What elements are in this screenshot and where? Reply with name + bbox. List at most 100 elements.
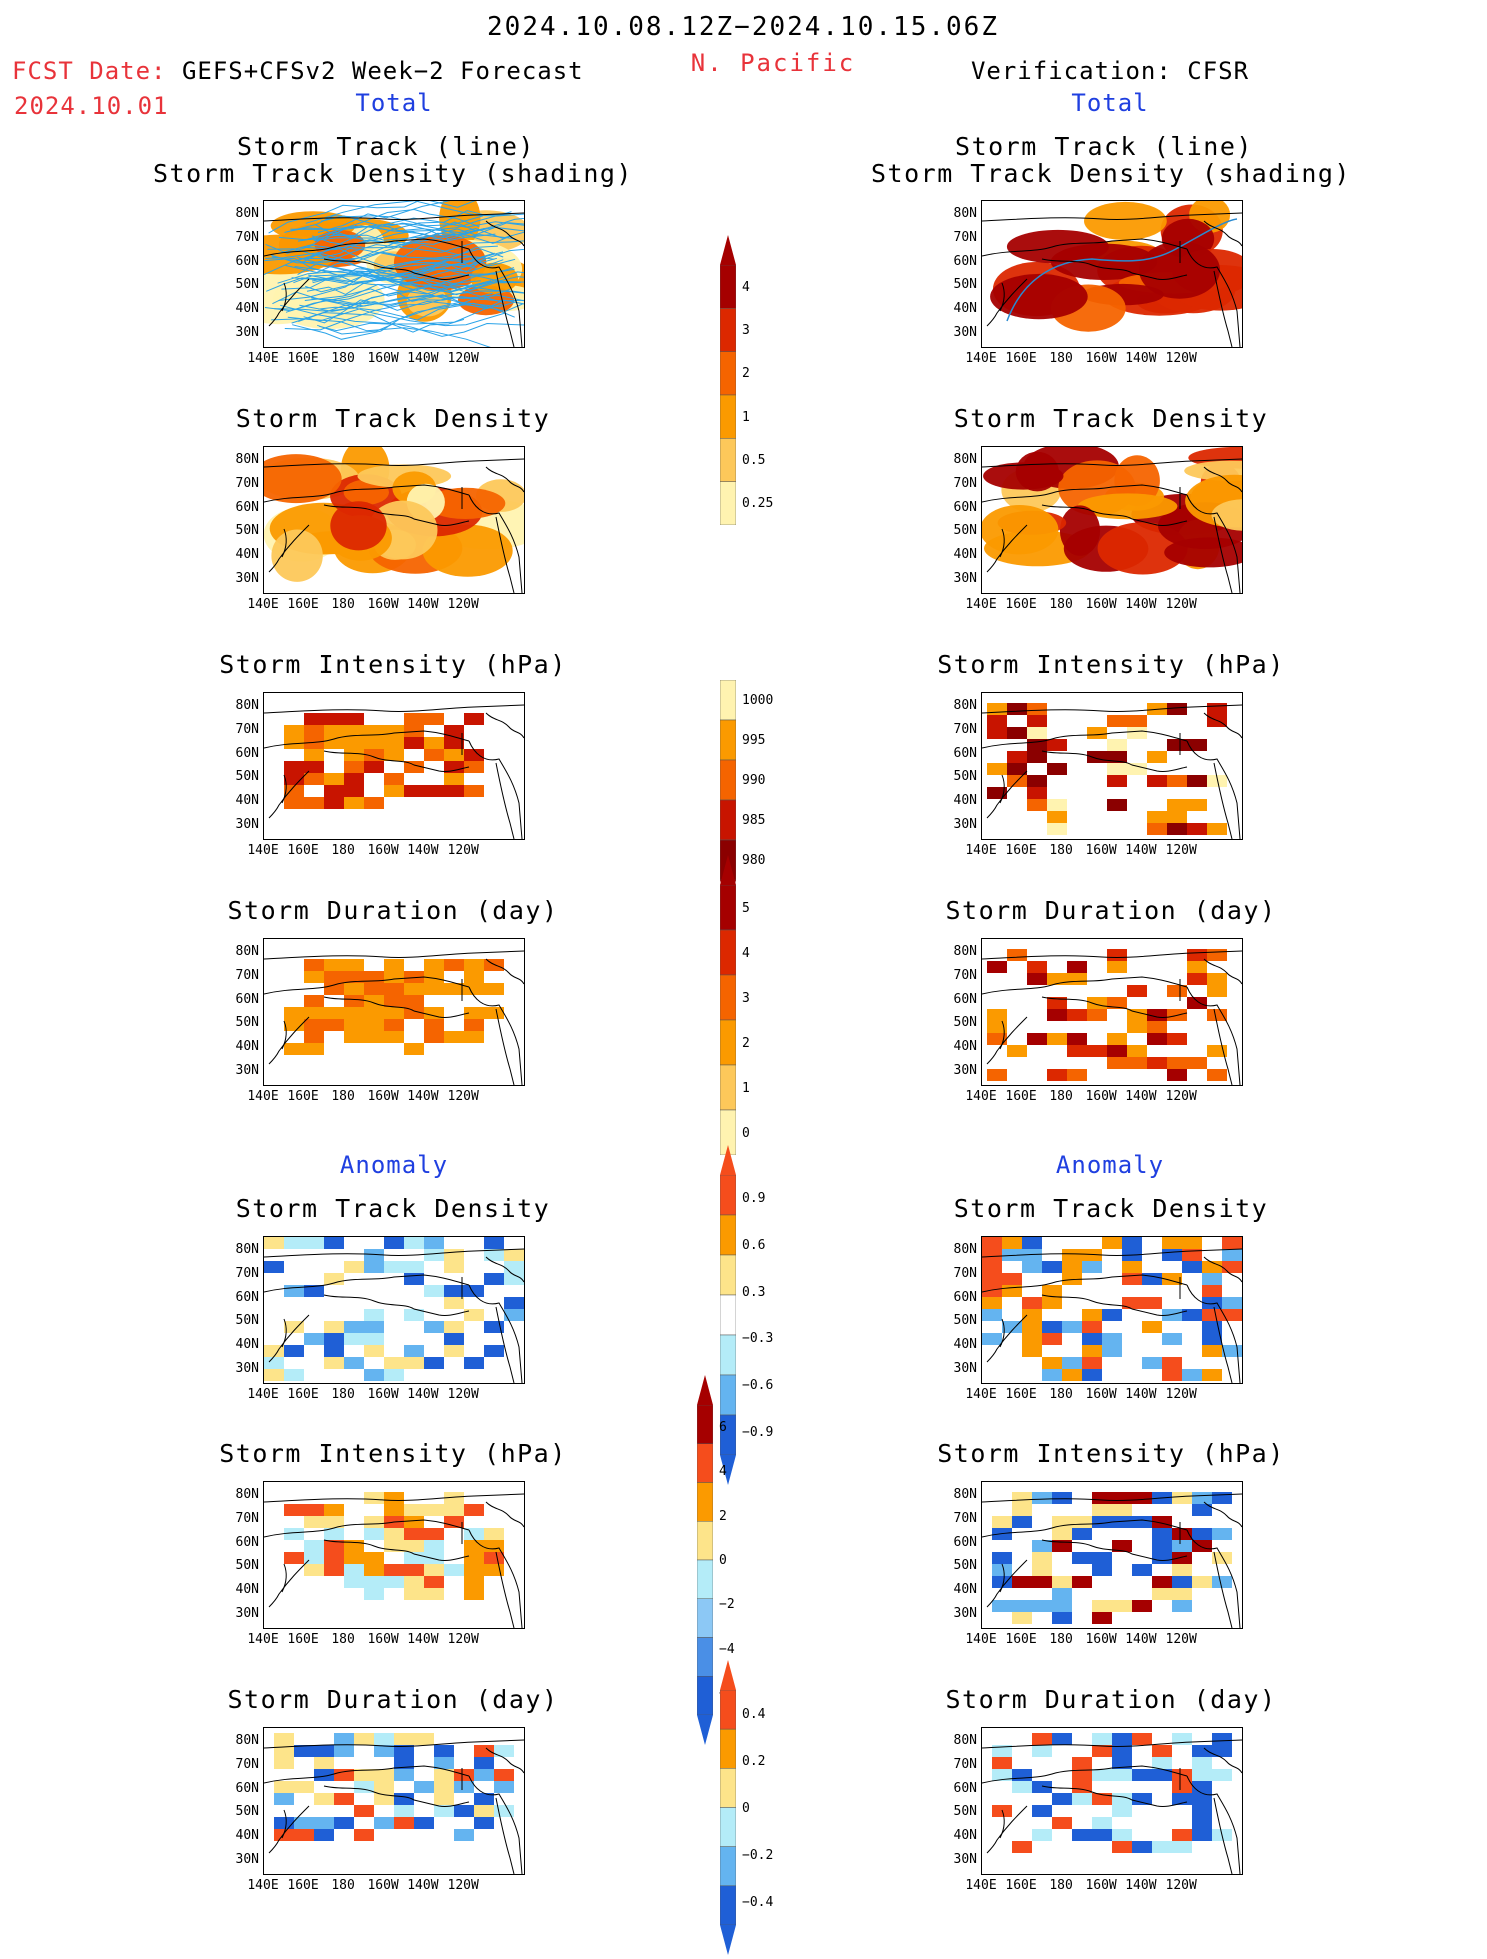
- lat-label: 30N: [235, 817, 259, 833]
- lat-label: 40N: [953, 1337, 977, 1353]
- north-pacific-map-icon: [264, 1733, 524, 1874]
- map-panel-adens: [263, 1236, 525, 1384]
- lon-label: 160E: [287, 1089, 319, 1104]
- lat-label: 50N: [235, 523, 259, 539]
- lon-label: 160E: [1005, 597, 1037, 612]
- lon-label: 180: [1049, 1878, 1073, 1893]
- lon-label: 160W: [1085, 1632, 1117, 1647]
- lon-label: 140E: [965, 1878, 997, 1893]
- lon-label: 160W: [1085, 1878, 1117, 1893]
- lat-label: 30N: [953, 325, 977, 341]
- lon-label: 180: [331, 1089, 355, 1104]
- lat-label: 50N: [235, 1015, 259, 1031]
- lon-label: 160E: [1005, 843, 1037, 858]
- fcst-prefix: FCST Date:: [12, 57, 167, 85]
- lon-label: 180: [1049, 1089, 1073, 1104]
- lon-label: 140W: [1125, 1089, 1157, 1104]
- lon-label: 140W: [407, 1387, 439, 1402]
- region-title: N. Pacific: [690, 49, 856, 77]
- lat-label: 80N: [235, 1241, 259, 1257]
- lon-label: 140W: [407, 351, 439, 366]
- lon-label: 140W: [407, 1632, 439, 1647]
- lat-label: 30N: [235, 1063, 259, 1079]
- title-anom-intensity-left: Storm Intensity (hPa): [219, 1439, 567, 1468]
- period-title: 2024.10.08.12Z−2024.10.15.06Z: [487, 12, 999, 42]
- colorbar-label: 3: [742, 990, 750, 1006]
- colorbar-anom_duration: [719, 1689, 737, 1929]
- lat-label: 60N: [953, 499, 977, 515]
- lat-label: 40N: [953, 793, 977, 809]
- colorbar-label: −0.6: [742, 1378, 774, 1393]
- lon-label: 160W: [367, 1089, 399, 1104]
- map-panel-track: [263, 200, 525, 348]
- map-panel-int_r: [981, 692, 1243, 840]
- lat-label: 50N: [235, 1313, 259, 1329]
- lat-label: 50N: [953, 1015, 977, 1031]
- lon-label: 160W: [367, 351, 399, 366]
- colorbar-label: −4: [719, 1641, 735, 1657]
- lon-label: 120W: [1165, 843, 1197, 858]
- north-pacific-map-icon: [982, 1237, 1242, 1383]
- north-pacific-map-icon: [982, 201, 1242, 347]
- colorbar-anom_intensity: [696, 1404, 714, 1719]
- anomaly-label-right: Anomaly: [1055, 1151, 1165, 1179]
- colorbar-label: 4: [719, 1464, 727, 1480]
- lat-label: 50N: [953, 523, 977, 539]
- colorbar-label: 0.3: [742, 1284, 766, 1300]
- anomaly-label-left: Anomaly: [339, 1151, 449, 1179]
- colorbar-label: −0.9: [742, 1424, 774, 1440]
- lon-label: 120W: [447, 1089, 479, 1104]
- colorbar-label: 1000: [742, 693, 774, 708]
- lon-label: 120W: [1165, 1387, 1197, 1402]
- title-density-right: Storm Track Density: [953, 404, 1269, 433]
- lat-label: 60N: [953, 253, 977, 269]
- lon-label: 140E: [965, 597, 997, 612]
- colorbar-label: 0.4: [742, 1706, 766, 1722]
- lat-label: 80N: [235, 697, 259, 713]
- lon-label: 140W: [407, 1878, 439, 1893]
- colorbar-intensity: [719, 679, 737, 884]
- lon-label: 120W: [1165, 351, 1197, 366]
- lat-label: 40N: [235, 547, 259, 563]
- colorbar-arrow-icon: [720, 855, 736, 889]
- colorbar-label: 2: [742, 366, 750, 382]
- lon-label: 120W: [447, 1632, 479, 1647]
- colorbar-label: 985: [742, 813, 766, 828]
- lat-label: 80N: [953, 943, 977, 959]
- lon-label: 140E: [247, 1632, 279, 1647]
- lat-label: 60N: [953, 745, 977, 761]
- colorbar-label: 980: [742, 853, 766, 868]
- colorbar-label: 1: [742, 1080, 750, 1096]
- fcst-date-value: 2024.10.01: [14, 92, 169, 120]
- lat-label: 80N: [235, 205, 259, 221]
- north-pacific-map-icon: [982, 1492, 1242, 1628]
- lon-label: 160W: [367, 597, 399, 612]
- lon-label: 140E: [247, 1387, 279, 1402]
- lon-label: 120W: [447, 597, 479, 612]
- lon-label: 140W: [1125, 1387, 1157, 1402]
- map-panel-adur_r: [981, 1727, 1243, 1875]
- lat-label: 40N: [235, 793, 259, 809]
- lat-label: 40N: [235, 1582, 259, 1598]
- lon-label: 140W: [407, 597, 439, 612]
- lat-label: 70N: [953, 1510, 977, 1526]
- title-track-line-right: Storm Track (line): [955, 132, 1253, 161]
- lat-label: 80N: [953, 1241, 977, 1257]
- lon-label: 160W: [1085, 597, 1117, 612]
- colorbar-label: 3: [742, 323, 750, 338]
- lat-label: 60N: [235, 253, 259, 269]
- lon-label: 160W: [367, 1632, 399, 1647]
- colorbar-label: 0.2: [742, 1753, 766, 1769]
- title-anom-density-left: Storm Track Density: [235, 1194, 551, 1223]
- lon-label: 180: [1049, 597, 1073, 612]
- lon-label: 140E: [965, 1632, 997, 1647]
- title-intensity-left: Storm Intensity (hPa): [219, 650, 567, 679]
- lat-label: 70N: [235, 1756, 259, 1772]
- colorbar-label: 2: [742, 1035, 750, 1051]
- lon-label: 140E: [965, 843, 997, 858]
- lat-label: 70N: [235, 967, 259, 983]
- lat-label: 60N: [235, 499, 259, 515]
- north-pacific-map-icon: [982, 447, 1242, 593]
- lon-label: 120W: [447, 1387, 479, 1402]
- colorbar-arrow-icon: [720, 1660, 736, 1694]
